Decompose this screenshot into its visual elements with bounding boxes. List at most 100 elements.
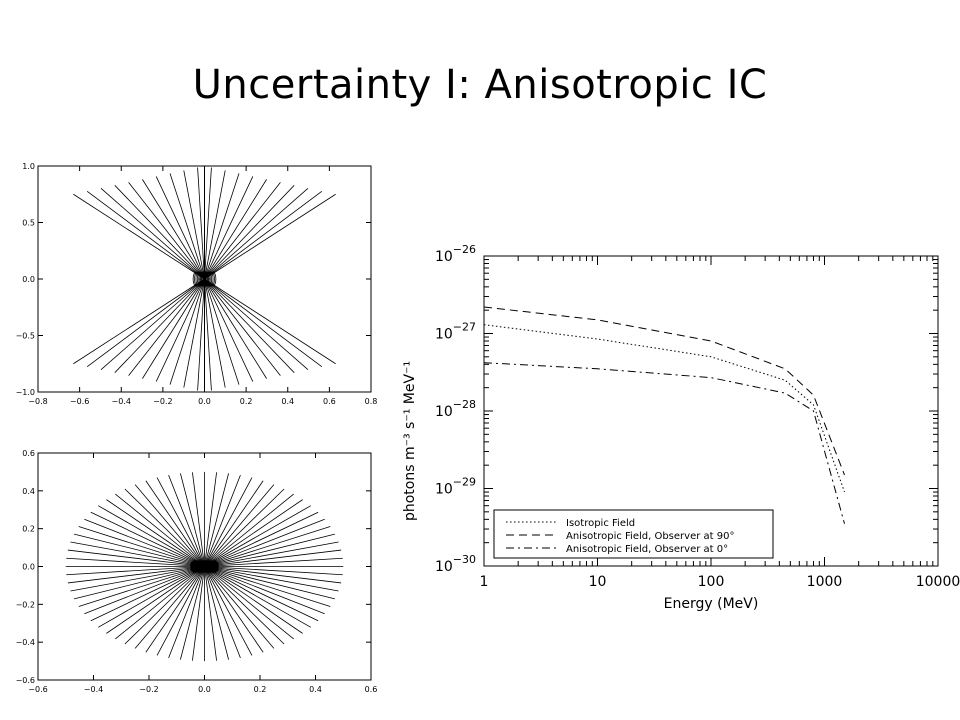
chart-1-xtick-label: −0.6 bbox=[70, 397, 89, 406]
chart-3-xtick-label: 100 bbox=[698, 574, 725, 590]
chart-2-xtick-label: 0.6 bbox=[365, 685, 378, 694]
chart-2-ytick-label: 0.0 bbox=[22, 563, 35, 572]
chart-3-legend-label: Isotropic Field bbox=[566, 518, 635, 529]
chart-1-ray bbox=[204, 182, 281, 280]
chart-2-ray bbox=[204, 472, 217, 567]
chart-1-ray bbox=[86, 190, 205, 280]
chart-1-xtick-label: 0.0 bbox=[198, 397, 211, 406]
chart-2-ray bbox=[204, 566, 241, 659]
chart-2-ytick-label: −0.4 bbox=[16, 638, 35, 647]
chart-2-ytick-label: 0.4 bbox=[22, 487, 35, 496]
chart-1-ray bbox=[114, 185, 205, 280]
chart-1-ray bbox=[204, 193, 336, 280]
chart-1-ray bbox=[204, 185, 295, 280]
chart-1-ray bbox=[142, 278, 205, 379]
chart-3-xtick-label: 10000 bbox=[916, 574, 960, 590]
chart-2-ray bbox=[204, 566, 325, 615]
chart-2-ray bbox=[204, 526, 331, 567]
chart-1-ray bbox=[204, 278, 336, 365]
chart-3-legend-label: Anisotropic Field, Observer at 0° bbox=[566, 544, 728, 555]
chart-2-ray bbox=[168, 566, 205, 659]
chart-3-series-line bbox=[483, 306, 845, 476]
chart-3-ylabel: photons m⁻³ s⁻¹ MeV⁻¹ bbox=[402, 361, 418, 521]
chart-3-series-line bbox=[483, 362, 845, 524]
chart-2-ray bbox=[204, 566, 319, 622]
chart-2-ray bbox=[204, 566, 264, 653]
chart-1-center-loop bbox=[209, 271, 217, 287]
chart-3-xlabel: Energy (MeV) bbox=[664, 596, 759, 612]
chart-2-ytick-label: −0.2 bbox=[16, 600, 35, 609]
chart-2-ray bbox=[156, 566, 205, 656]
chart-1-ray bbox=[155, 278, 205, 382]
slide-title: Uncertainty I: Anisotropic IC bbox=[192, 62, 768, 108]
chart-2-ytick-label: 0.2 bbox=[22, 525, 35, 534]
chart-1-ray bbox=[183, 278, 205, 388]
chart-1-ray bbox=[204, 278, 254, 382]
chart-2-ray bbox=[204, 566, 342, 584]
chart-1-center-loop bbox=[208, 271, 215, 287]
chart-2-ray bbox=[90, 566, 205, 622]
chart-2-ray bbox=[84, 518, 205, 567]
chart-2-ray bbox=[204, 566, 253, 656]
chart-3-ytick-label: 10−27 bbox=[435, 321, 476, 343]
chart-1-ytick-label: −1.0 bbox=[16, 388, 35, 397]
chart-2-ray bbox=[115, 493, 205, 567]
chart-3-ytick-label: 10−29 bbox=[435, 476, 476, 498]
chart-2-center-loop bbox=[210, 560, 219, 573]
chart-2-ray bbox=[204, 566, 229, 660]
chart-2-ray bbox=[204, 566, 285, 645]
chart-1-ray bbox=[204, 170, 226, 280]
chart-1-xtick-label: −0.4 bbox=[112, 397, 131, 406]
chart-1-ray bbox=[142, 179, 205, 280]
chart-2-ray bbox=[156, 477, 205, 567]
chart-1-ray bbox=[73, 193, 205, 280]
chart-1-xtick-label: −0.2 bbox=[153, 397, 172, 406]
chart-2-ray bbox=[124, 488, 205, 567]
chart-2-ray bbox=[78, 566, 205, 607]
chart-2-ray bbox=[204, 505, 311, 567]
chart-2-ray bbox=[192, 472, 205, 567]
chart-2-ray bbox=[124, 566, 205, 645]
chart-2-xtick-label: −0.4 bbox=[84, 685, 103, 694]
chart-2-ray bbox=[204, 541, 339, 567]
chart-2-ray bbox=[204, 533, 335, 567]
chart-1-xtick-label: 0.8 bbox=[365, 397, 378, 406]
chart-2-ray bbox=[66, 566, 205, 576]
chart-1-ytick-label: 0.0 bbox=[22, 275, 35, 284]
chart-2-ray bbox=[84, 566, 205, 615]
chart-2-ray bbox=[134, 566, 205, 649]
chart-3-ytick-label: 10−30 bbox=[435, 553, 476, 575]
chart-2-ray bbox=[98, 505, 205, 567]
chart-1-xtick-label: 0.4 bbox=[281, 397, 294, 406]
chart-3-ytick-label: 10−26 bbox=[435, 243, 476, 265]
chart-2-ray bbox=[204, 488, 285, 567]
chart-3-ytick-label: 10−28 bbox=[435, 398, 476, 420]
chart-1-ytick-label: 0.5 bbox=[22, 219, 35, 228]
chart-1-ray bbox=[100, 188, 205, 280]
chart-2-ray bbox=[67, 566, 205, 584]
chart-2-ray bbox=[204, 566, 343, 576]
chart-2-ray bbox=[204, 566, 217, 661]
chart-1-ray bbox=[204, 176, 254, 280]
chart-1-ray bbox=[204, 173, 240, 280]
chart-2-ray bbox=[204, 566, 331, 607]
chart-1-ray bbox=[204, 278, 281, 376]
chart-1-xtick-label: 0.6 bbox=[323, 397, 336, 406]
chart-2-ray bbox=[204, 473, 229, 567]
chart-1-ray bbox=[204, 278, 240, 385]
chart-2-ray bbox=[204, 566, 335, 600]
chart-2-ray bbox=[180, 566, 205, 660]
chart-2-ray bbox=[204, 557, 343, 567]
chart-2-xtick-label: −0.2 bbox=[139, 685, 158, 694]
chart-1-ray bbox=[204, 278, 267, 379]
chart-1-center-loop bbox=[206, 271, 214, 287]
chart-1-xtick-label: 0.2 bbox=[240, 397, 253, 406]
chart-1-ray bbox=[86, 278, 205, 368]
chart-1-ray bbox=[204, 167, 212, 280]
chart-1-ray bbox=[204, 278, 323, 368]
chart-2-ray bbox=[204, 480, 264, 567]
chart-3-legend-box bbox=[493, 509, 774, 559]
chart-2-ray bbox=[134, 484, 205, 567]
chart-1: −0.8 −0.6 −0.4 −0.2 0.0 0.2 0.4 0.6 0.8 −1.0 −0.5 0… bbox=[16, 162, 378, 406]
